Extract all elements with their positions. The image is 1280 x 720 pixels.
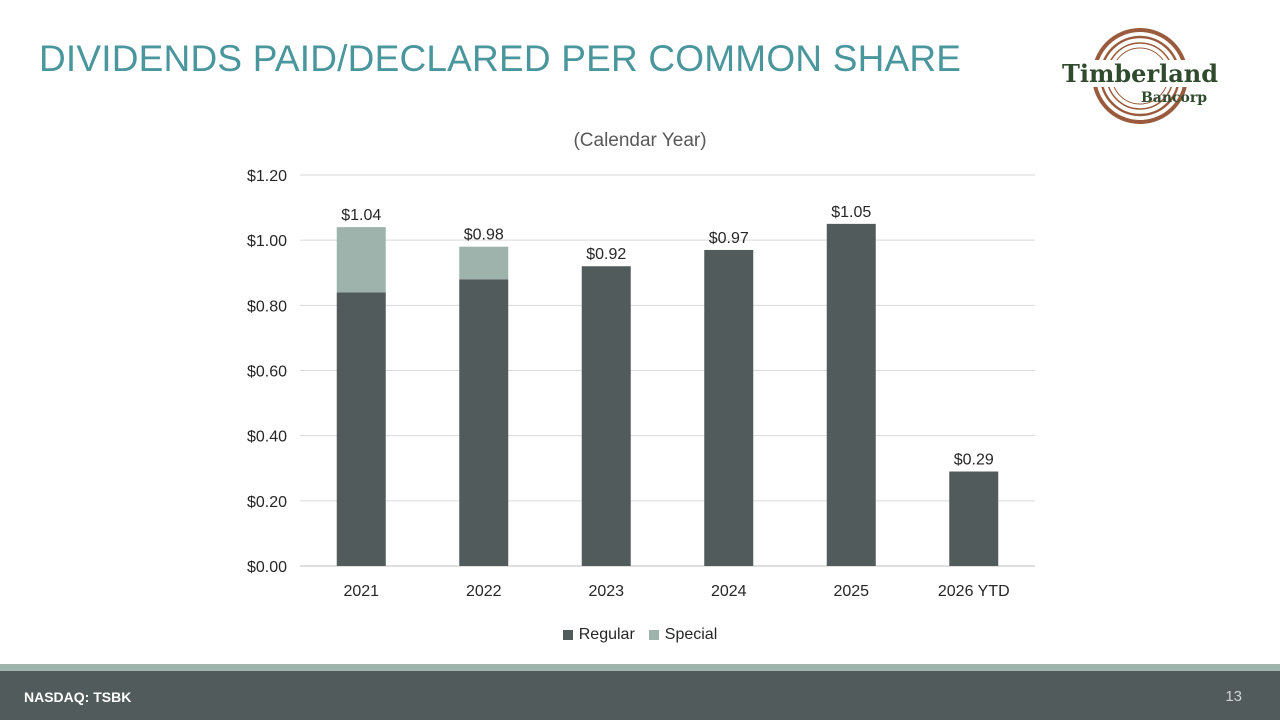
y-tick-label: $0.20 — [247, 494, 287, 511]
bar-special — [336, 227, 386, 293]
legend-swatch — [648, 630, 659, 640]
legend-label: Special — [664, 626, 718, 643]
y-tick-label: $1.20 — [247, 168, 287, 185]
data-label: $0.98 — [464, 227, 504, 244]
logo-sub: Bancorp — [1141, 90, 1207, 106]
legend-item-special: Special — [648, 626, 718, 644]
y-tick-label: $0.80 — [247, 298, 287, 315]
y-tick-label: $0.60 — [247, 364, 287, 381]
x-tick-label: 2021 — [343, 583, 379, 600]
y-tick-label: $0.40 — [247, 429, 287, 446]
legend-item-regular: Regular — [562, 626, 635, 644]
y-tick-label: $0.00 — [247, 559, 287, 576]
bar-regular — [459, 279, 509, 566]
timberland-logo: Timberland Bancorp — [1056, 28, 1224, 124]
footer-bar: NASDAQ: TSBK 13 — [0, 671, 1280, 720]
x-tick-label: 2024 — [711, 583, 747, 600]
bar-regular — [336, 292, 386, 566]
data-label: $0.92 — [586, 246, 626, 263]
chart-title: (Calendar Year) — [573, 130, 707, 151]
page-number: 13 — [1225, 688, 1242, 705]
legend-label: Regular — [578, 626, 635, 643]
bar-regular — [826, 223, 876, 566]
footer-stripe — [0, 664, 1280, 671]
bar-regular — [949, 471, 999, 566]
x-tick-label: 2023 — [588, 583, 624, 600]
y-tick-label: $1.00 — [247, 233, 287, 250]
data-label: $0.97 — [709, 230, 749, 247]
data-label: $1.04 — [341, 207, 381, 224]
slide-title: DIVIDENDS PAID/DECLARED PER COMMON SHARE — [39, 38, 962, 79]
ticker-label: NASDAQ: TSBK — [24, 689, 132, 705]
bar-regular — [581, 266, 631, 566]
legend-swatch — [562, 630, 573, 640]
stacked-bar-chart: $0.00 $0.20 $0.40 $0.60 $0.80 $1.00 $1.20 $1.04… — [247, 168, 1035, 600]
bar-special — [459, 246, 509, 280]
x-tick-label: 2022 — [466, 583, 502, 600]
data-label: $0.29 — [954, 452, 994, 469]
logo-name: Timberland — [1062, 59, 1218, 88]
x-tick-label: 2026 YTD — [938, 583, 1010, 600]
data-label: $1.05 — [831, 204, 871, 221]
chart-legend: Regular Special — [0, 626, 1280, 644]
bar-regular — [704, 249, 754, 567]
x-tick-label: 2025 — [833, 583, 869, 600]
